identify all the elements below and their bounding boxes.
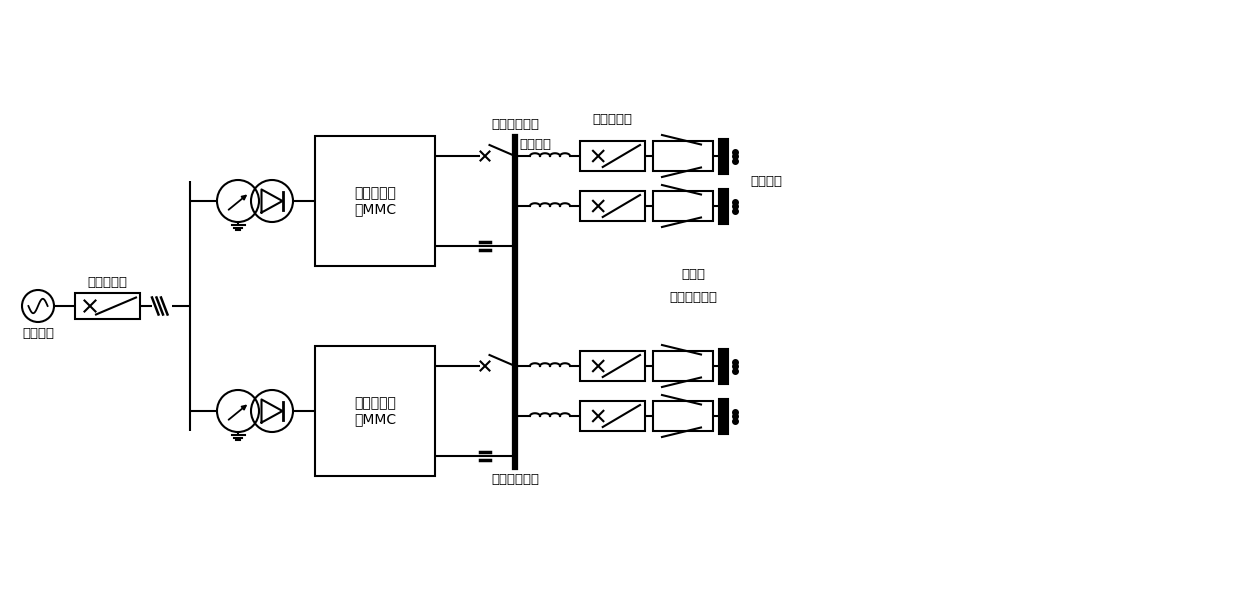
Text: 机械开关: 机械开关 <box>520 138 551 151</box>
Text: 电阻型: 电阻型 <box>681 268 706 281</box>
Text: 直流线路: 直流线路 <box>750 174 782 187</box>
Text: 超导限流装置: 超导限流装置 <box>670 291 717 304</box>
Text: 交流系统: 交流系统 <box>22 327 55 340</box>
Text: 负极直流母线: 负极直流母线 <box>491 473 539 486</box>
Text: 交流断路器: 交流断路器 <box>88 276 128 289</box>
Text: 半桥子模块
型MMC: 半桥子模块 型MMC <box>353 396 396 426</box>
Text: 直流断路器: 直流断路器 <box>593 113 632 126</box>
Text: 正极直流母线: 正极直流母线 <box>491 118 539 131</box>
Text: 半桥子模块
型MMC: 半桥子模块 型MMC <box>353 186 396 216</box>
